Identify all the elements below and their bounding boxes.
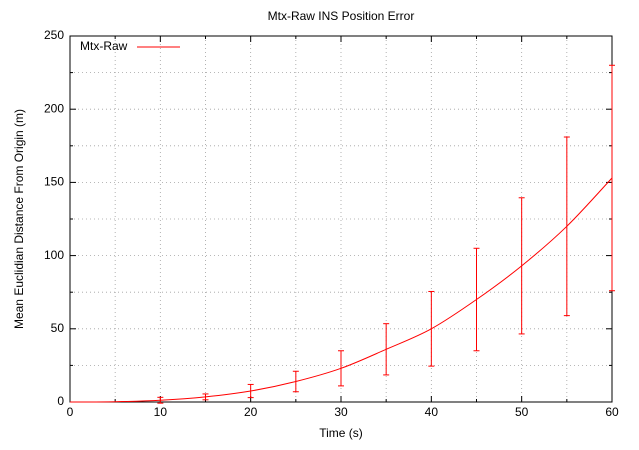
y-tick-label: 150 [44, 175, 64, 189]
x-tick-label: 0 [67, 405, 74, 419]
x-tick-label: 20 [244, 405, 258, 419]
x-tick-label: 40 [425, 405, 439, 419]
y-tick-label: 250 [44, 28, 64, 42]
legend-label: Mtx-Raw [80, 39, 128, 53]
chart-title: Mtx-Raw INS Position Error [268, 9, 415, 23]
y-tick-label: 100 [44, 248, 64, 262]
y-tick-label: 50 [51, 321, 65, 335]
y-axis-label: Mean Euclidian Distance From Origin (m) [12, 109, 26, 329]
x-tick-label: 30 [334, 405, 348, 419]
x-axis-label: Time (s) [319, 426, 363, 440]
x-tick-label: 60 [605, 405, 619, 419]
y-tick-label: 200 [44, 101, 64, 115]
y-tick-label: 0 [57, 394, 64, 408]
x-tick-label: 10 [154, 405, 168, 419]
x-tick-label: 50 [515, 405, 529, 419]
